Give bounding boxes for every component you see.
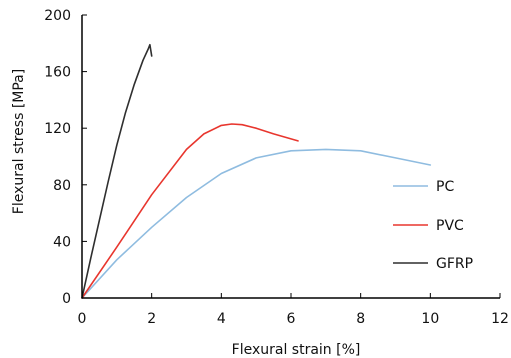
x-tick-label: 8	[356, 311, 365, 327]
y-tick-label: 80	[53, 178, 71, 194]
x-tick-label: 12	[491, 311, 509, 327]
series-line-gfrp	[81, 43, 153, 299]
x-tick-label: 10	[421, 311, 439, 327]
legend-label-gfrp: GFRP	[436, 256, 473, 272]
x-tick-label: 6	[287, 311, 296, 327]
y-axis-title: Flexural stress [MPa]	[11, 69, 27, 214]
x-axis-title: Flexural strain [%]	[232, 342, 361, 358]
series-line-pvc	[81, 123, 299, 299]
series-layer	[81, 43, 432, 299]
legend-label-pc: PC	[436, 179, 454, 195]
y-tick-label: 0	[62, 291, 71, 307]
y-tick-label: 40	[53, 234, 71, 250]
x-tick-label: 0	[78, 311, 87, 327]
y-tick-label: 200	[44, 8, 71, 24]
x-tick-label: 2	[147, 311, 156, 327]
legend-label-pvc: PVC	[436, 218, 464, 234]
series-line-pc	[81, 148, 432, 299]
y-tick-label: 160	[44, 65, 71, 81]
x-tick-label: 4	[217, 311, 226, 327]
legend: PC PVC GFRP	[393, 179, 473, 272]
y-tick-label: 120	[44, 121, 71, 137]
